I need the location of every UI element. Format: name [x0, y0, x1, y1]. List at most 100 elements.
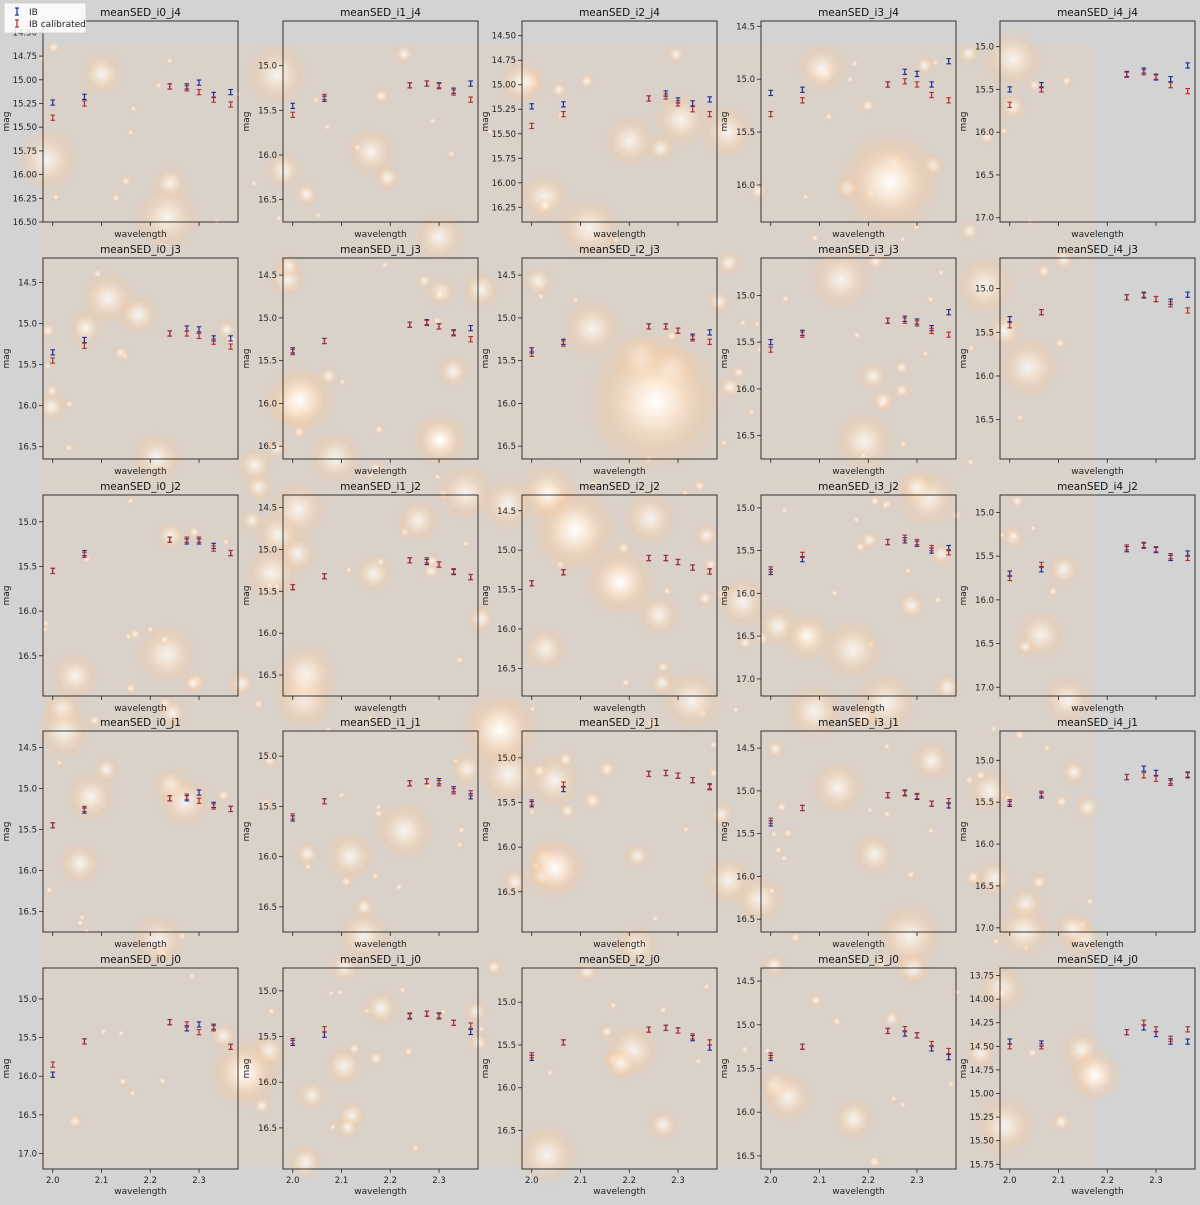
y-tick-label: 15.5: [497, 798, 516, 808]
star-glow: [549, 80, 569, 99]
star-glow: [880, 500, 890, 510]
star-glow: [881, 809, 893, 820]
star-glow: [707, 800, 736, 828]
axes-frame: [521, 20, 718, 223]
star-glow: [423, 552, 441, 570]
star-glow: [402, 1045, 415, 1058]
star-glow: [431, 315, 443, 327]
data-point-ib-calibrated: [1039, 86, 1044, 93]
data-point-ib-calibrated: [929, 544, 934, 552]
y-tick-label: 16.5: [18, 907, 37, 917]
star-glow: [307, 429, 364, 487]
y-tick-label: 16.5: [258, 442, 277, 452]
star-glow: [41, 618, 51, 629]
x-tick-label: 2.2: [383, 1176, 397, 1186]
subplot-meanSED_i0_j4: meanSED_i0_j414.5014.7515.0015.2515.5015…: [2, 7, 239, 240]
y-axis-label: mag: [720, 1059, 730, 1079]
star-glow: [761, 952, 788, 978]
y-tick-label: 15.5: [18, 361, 37, 371]
y-tick-label: 16.25: [492, 203, 516, 213]
y-axis-label: mag: [481, 1059, 491, 1079]
star-glow: [286, 1143, 325, 1182]
subplot-title: meanSED_i3_j1: [818, 717, 899, 729]
star-glow: [336, 907, 392, 963]
star-glow: [965, 457, 976, 467]
data-point-ib: [768, 338, 774, 346]
y-tick-label: 14.75: [970, 1066, 994, 1076]
y-tick-label: 14.50: [492, 32, 516, 42]
y-tick-label: 14.50: [970, 1042, 994, 1052]
axes-frame: [760, 257, 957, 460]
star-glow: [730, 364, 747, 381]
star-glow: [765, 738, 786, 759]
y-tick-label: 15.50: [13, 123, 37, 133]
star-glow: [865, 805, 875, 815]
x-axis-label: wavelength: [354, 467, 406, 477]
star-glow: [50, 650, 101, 702]
y-tick-label: 15.0: [497, 546, 516, 556]
y-axis-label: mag: [720, 586, 730, 606]
star-glow: [521, 264, 555, 298]
data-point-ib-calibrated: [929, 91, 934, 99]
star-glow: [1050, 1111, 1072, 1133]
star-glow: [736, 633, 754, 652]
star-glow: [373, 163, 402, 192]
star-glow: [596, 758, 618, 780]
x-axis-label: wavelength: [832, 704, 884, 714]
data-point-ib-calibrated: [424, 557, 430, 564]
star-glow: [926, 826, 936, 835]
data-point-ib-calibrated: [290, 813, 296, 820]
star-glow: [258, 796, 273, 812]
y-tick-label: 15.0: [497, 314, 516, 324]
data-point-ib-calibrated: [184, 536, 190, 543]
data-point-ib: [768, 89, 774, 97]
data-point-ib-calibrated: [82, 551, 87, 559]
star-glow: [1035, 262, 1053, 280]
star-glow: [611, 235, 621, 245]
y-tick-label: 15.5: [18, 825, 37, 835]
y-axis-label: mag: [242, 349, 252, 369]
star-glow: [92, 755, 120, 784]
y-axis-label: mag: [481, 586, 491, 606]
data-point-ib-calibrated: [946, 1047, 951, 1055]
subplot-meanSED_i3_j0: meanSED_i3_j0 14.5 15.0 15.5 16.0 16.5 2.0 2.1 2…: [720, 954, 957, 1197]
y-tick-label: 15.5: [975, 85, 994, 95]
y-axis-label: mag: [720, 822, 730, 842]
y-tick-label: 15.0: [975, 285, 994, 295]
data-point-ib: [561, 101, 566, 108]
data-point-ib: [228, 335, 233, 342]
star-glow: [807, 992, 825, 1009]
star-glow: [715, 586, 730, 602]
data-point-ib-calibrated: [675, 1027, 681, 1034]
x-tick-label: 2.0: [46, 1176, 60, 1186]
y-tick-label: 14.5: [736, 22, 755, 32]
data-point-ib-calibrated: [290, 583, 296, 591]
x-axis-label: wavelength: [354, 1187, 406, 1197]
star-glow: [1060, 758, 1088, 786]
star-glow: [893, 358, 911, 377]
star-glow: [344, 565, 354, 575]
data-point-ib-calibrated: [436, 561, 442, 568]
axes-frame: [282, 257, 479, 460]
star-glow: [235, 445, 275, 485]
x-axis-label: wavelength: [832, 230, 884, 240]
y-tick-label: 17.0: [975, 683, 994, 693]
data-point-ib-calibrated: [167, 536, 173, 543]
star-glow: [702, 556, 719, 573]
data-point-ib: [914, 70, 920, 78]
data-point-ib-calibrated: [1168, 1035, 1173, 1042]
x-axis-label: wavelength: [1071, 467, 1123, 477]
axes-frame: [521, 967, 718, 1170]
star-glow: [852, 832, 897, 877]
star-glow: [1007, 529, 1021, 542]
star-glow: [374, 555, 387, 569]
star-glow: [51, 192, 61, 202]
data-point-ib: [929, 81, 934, 88]
y-tick-label: 15.5: [736, 338, 755, 348]
data-point-ib-calibrated: [1124, 544, 1130, 551]
axes-frame: [760, 730, 957, 933]
star-glow: [1059, 74, 1074, 88]
star-glow: [693, 1056, 704, 1066]
star-glow: [963, 1036, 998, 1070]
star-glow: [978, 128, 996, 146]
